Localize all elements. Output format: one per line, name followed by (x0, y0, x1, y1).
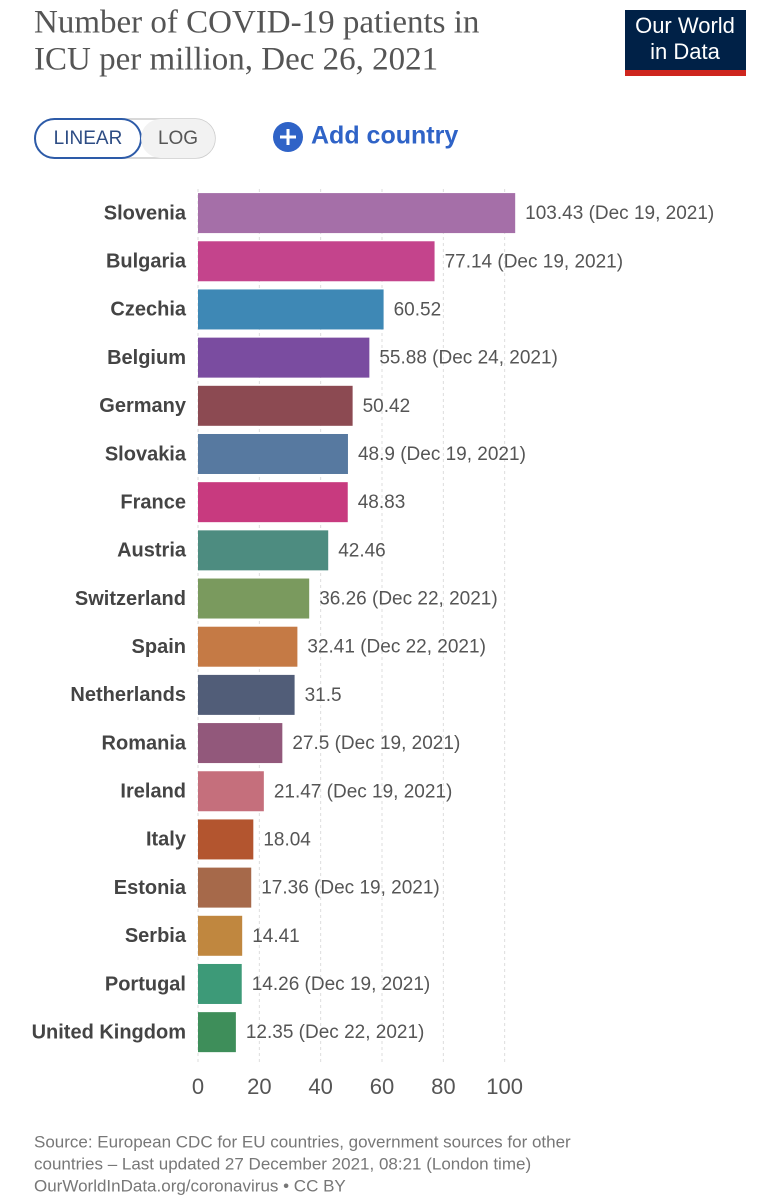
y-tick-label: Germany (99, 395, 187, 417)
source-note: Source: European CDC for EU countries, g… (34, 1132, 571, 1151)
data-label: 55.88 (Dec 24, 2021) (379, 348, 558, 369)
logo-stripe (625, 70, 746, 76)
y-tick-label: Netherlands (70, 684, 186, 706)
data-label: 14.26 (Dec 19, 2021) (252, 974, 431, 995)
data-label: 32.41 (Dec 22, 2021) (307, 637, 486, 658)
logo[interactable]: Our World in Data (625, 10, 746, 76)
bar (198, 867, 252, 908)
source-note: countries – Last updated 27 December 202… (34, 1154, 531, 1173)
data-label: 18.04 (263, 829, 311, 850)
source-note: OurWorldInData.org/coronavirus • CC BY (34, 1176, 346, 1195)
y-tick-label: Belgium (107, 347, 186, 369)
data-label: 14.41 (252, 926, 300, 947)
logo-text: Our World (635, 13, 735, 38)
bar (198, 915, 243, 956)
bar (198, 433, 348, 474)
logo-box (625, 10, 746, 70)
bar (198, 819, 254, 860)
bar (198, 482, 348, 523)
y-tick-label: Serbia (125, 925, 187, 947)
chart-title: ICU per million, Dec 26, 2021 (34, 42, 438, 78)
y-tick-label: Ireland (120, 781, 186, 803)
data-label: 60.52 (394, 299, 442, 320)
y-tick-label: Czechia (110, 299, 186, 321)
linear-label[interactable]: LINEAR (54, 128, 123, 149)
bar (198, 723, 283, 764)
y-tick-label: Portugal (105, 973, 186, 995)
chart-title: Number of COVID-19 patients in (34, 5, 479, 41)
x-tick-label: 80 (431, 1074, 455, 1099)
data-label: 48.83 (358, 492, 406, 513)
add-country-button[interactable]: Add country (273, 122, 458, 152)
y-tick-label: United Kingdom (32, 1021, 186, 1043)
bar (198, 530, 329, 571)
add-country-label[interactable]: Add country (311, 122, 458, 150)
data-label: 77.14 (Dec 19, 2021) (445, 251, 624, 272)
x-tick-label: 60 (370, 1074, 394, 1099)
log-button[interactable] (141, 119, 215, 158)
y-tick-label: Spain (132, 636, 186, 658)
bar (198, 674, 295, 715)
data-label: 12.35 (Dec 22, 2021) (246, 1022, 425, 1043)
y-tick-label: France (120, 491, 186, 513)
log-label[interactable]: LOG (158, 128, 198, 149)
y-tick-label: Switzerland (75, 588, 186, 610)
data-label: 103.43 (Dec 19, 2021) (525, 203, 714, 224)
logo-text: in Data (650, 39, 720, 64)
data-label: 42.46 (338, 540, 386, 561)
data-label: 21.47 (Dec 19, 2021) (274, 781, 453, 802)
data-label: 27.5 (Dec 19, 2021) (292, 733, 460, 754)
bar (198, 963, 242, 1004)
bar (198, 289, 384, 330)
y-tick-label: Slovakia (105, 443, 187, 465)
x-tick-label: 0 (192, 1074, 204, 1099)
data-label: 50.42 (363, 396, 411, 417)
bar (198, 1012, 236, 1053)
y-tick-label: Bulgaria (106, 251, 187, 273)
x-tick-label: 20 (247, 1074, 271, 1099)
y-tick-label: Estonia (114, 877, 187, 899)
data-label: 48.9 (Dec 19, 2021) (358, 444, 526, 465)
bar (198, 385, 353, 426)
bar (198, 578, 310, 619)
y-tick-label: Romania (102, 732, 187, 754)
bar (198, 193, 516, 234)
add-icon-plus (280, 129, 296, 145)
data-label: 17.36 (Dec 19, 2021) (261, 878, 440, 899)
x-tick-label: 40 (308, 1074, 332, 1099)
data-label: 31.5 (305, 685, 342, 706)
y-tick-label: Italy (146, 829, 187, 851)
y-tick-label: Austria (117, 540, 187, 562)
bar (198, 771, 264, 812)
y-tick-label: Slovenia (104, 202, 187, 224)
bar (198, 337, 370, 378)
bar (198, 626, 298, 667)
x-tick-label: 100 (486, 1074, 523, 1099)
data-label: 36.26 (Dec 22, 2021) (319, 589, 498, 610)
bar (198, 241, 435, 282)
